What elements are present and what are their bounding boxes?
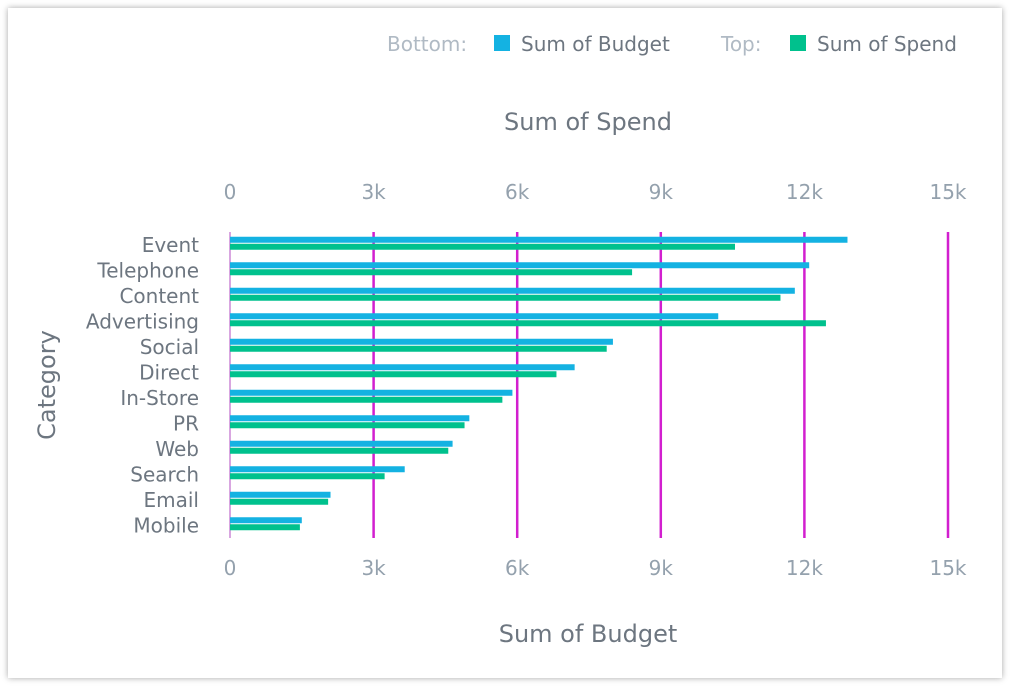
budget-bar[interactable] xyxy=(230,415,470,422)
bottom-tick-label: 6k xyxy=(505,556,530,580)
spend-bar[interactable] xyxy=(230,269,633,276)
legend-bottom-prefix: Bottom: xyxy=(387,32,467,56)
budget-bar[interactable] xyxy=(230,313,719,320)
category-label: Content xyxy=(119,284,199,308)
spend-bar[interactable] xyxy=(230,447,449,454)
budget-bar[interactable] xyxy=(230,364,575,371)
spend-bar[interactable] xyxy=(230,422,465,429)
budget-bar[interactable] xyxy=(230,287,795,294)
top-tick-label: 12k xyxy=(786,180,823,204)
category-label: Advertising xyxy=(86,309,199,333)
spend-bar[interactable] xyxy=(230,498,329,505)
spend-bar[interactable] xyxy=(230,371,557,378)
budget-bar[interactable] xyxy=(230,338,613,345)
category-label: In-Store xyxy=(120,386,199,410)
spend-bar[interactable] xyxy=(230,524,300,531)
budget-bar[interactable] xyxy=(230,389,513,396)
budget-bar[interactable] xyxy=(230,262,810,269)
category-label: Search xyxy=(130,462,199,486)
category-label: Social xyxy=(140,335,199,359)
legend-top-prefix: Top: xyxy=(720,32,762,56)
legend-spend-label[interactable]: Sum of Spend xyxy=(817,32,957,56)
bottom-tick-label: 0 xyxy=(224,556,237,580)
budget-bar[interactable] xyxy=(230,466,405,473)
spend-bar[interactable] xyxy=(230,320,826,327)
top-tick-label: 0 xyxy=(224,180,237,204)
category-label: Mobile xyxy=(133,513,199,537)
top-tick-label: 9k xyxy=(649,180,674,204)
top-tick-label: 3k xyxy=(361,180,386,204)
category-label: Web xyxy=(155,437,199,461)
spend-bar[interactable] xyxy=(230,294,781,301)
bottom-tick-label: 15k xyxy=(929,556,966,580)
bottom-axis-title: Sum of Budget xyxy=(499,620,678,648)
legend-budget-swatch xyxy=(494,35,510,51)
spend-bar[interactable] xyxy=(230,243,735,250)
budget-bar[interactable] xyxy=(230,236,848,243)
bottom-tick-label: 12k xyxy=(786,556,823,580)
bottom-tick-label: 3k xyxy=(361,556,386,580)
budget-bar[interactable] xyxy=(230,517,302,524)
category-label: Email xyxy=(144,488,200,512)
legend-budget-label[interactable]: Sum of Budget xyxy=(521,32,670,56)
bottom-tick-label: 9k xyxy=(649,556,674,580)
top-tick-label: 15k xyxy=(929,180,966,204)
budget-bar[interactable] xyxy=(230,440,453,447)
spend-bar[interactable] xyxy=(230,396,503,403)
top-tick-label: 6k xyxy=(505,180,530,204)
category-label: Telephone xyxy=(96,258,199,282)
budget-bar[interactable] xyxy=(230,491,331,498)
spend-bar[interactable] xyxy=(230,473,385,480)
legend-spend-swatch xyxy=(790,35,806,51)
category-label: Direct xyxy=(139,360,199,384)
legend: Bottom: Sum of Budget Top: Sum of Spend xyxy=(387,32,957,56)
y-axis-title: Category xyxy=(33,330,61,440)
top-axis-title: Sum of Spend xyxy=(504,108,672,136)
spend-bar[interactable] xyxy=(230,345,607,352)
category-label: PR xyxy=(173,411,199,435)
category-label: Event xyxy=(142,233,199,257)
